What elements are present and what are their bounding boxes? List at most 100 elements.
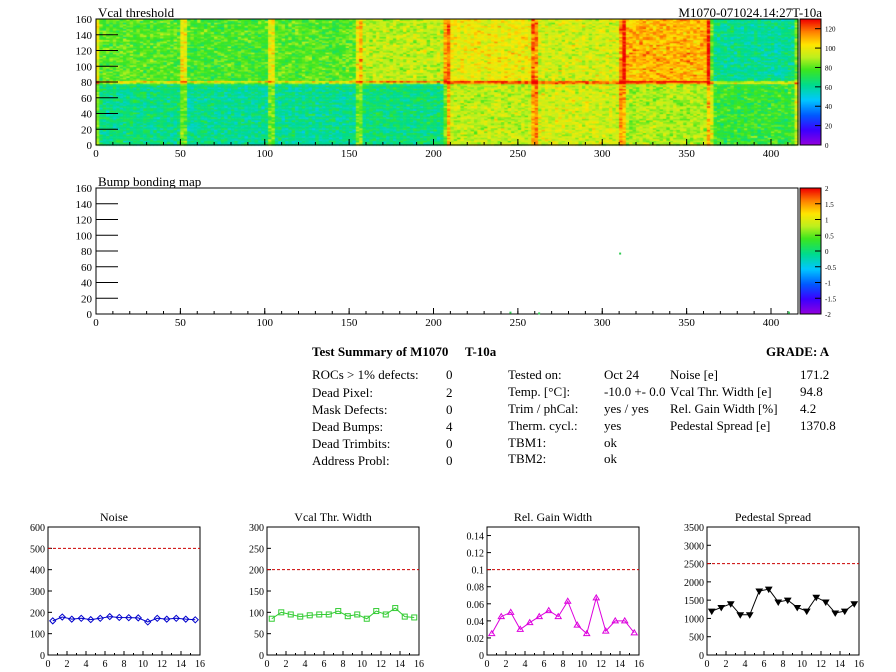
noise-plot-xtick-label: 10 (138, 659, 148, 670)
pedestal-spread-plot-point (745, 612, 754, 619)
condition-value: Oct 24 (604, 367, 640, 382)
bump-map-palette-label: 2 (825, 185, 829, 193)
result-label: Vcal Thr. Width [e] (670, 384, 772, 399)
rel-gain-width-plot-point (592, 593, 601, 601)
threshold-map-frame (95, 18, 799, 146)
pedestal-spread-plot-xtick-label: 16 (854, 659, 864, 670)
condition-value: -10.0 +- 0.0 (604, 384, 666, 399)
bump-map-palette-label: -2 (825, 311, 831, 319)
pedestal-spread-plot-point (831, 610, 840, 617)
rel-gain-width-plot-ytick-label: 0.08 (467, 583, 485, 594)
pedestal-spread-plot-ytick-label: 0 (699, 651, 704, 662)
noise-plot-point (172, 614, 180, 623)
rel-gain-width-plot-point (516, 625, 525, 632)
noise-plot-title: Noise (100, 510, 128, 524)
noise-plot-point (115, 613, 123, 622)
dead-bump-marker (538, 312, 541, 315)
bump-map-xtick-label: 400 (763, 317, 780, 329)
defect-label: Mask Defects: (312, 402, 388, 417)
rel-gain-width-plot-ytick-label: 0.12 (467, 549, 485, 560)
bump-map-palette-label: 0 (825, 248, 829, 256)
defect-label: Dead Trimbits: (312, 436, 391, 451)
bump-map-xtick-label: 150 (341, 317, 358, 329)
condition-label: Therm. cycl.: (508, 418, 578, 433)
noise-plot-series-line (52, 616, 196, 623)
noise-plot-xtick-label: 14 (176, 659, 186, 670)
vcal-thr-width-plot-point (335, 608, 342, 615)
noise-plot-point (49, 617, 57, 625)
vcal-thr-width-plot-ytick-label: 300 (249, 523, 264, 534)
bump-map-ytick-label: 40 (81, 278, 93, 290)
vcal-thr-width-plot-frame (266, 526, 420, 656)
vcal-thr-width-plot-ytick-label: 0 (259, 651, 264, 662)
condition-value: yes / yes (604, 401, 649, 416)
summary-subtitle: T-10a (465, 344, 497, 359)
noise-plot-point (153, 614, 161, 623)
noise-plot-ytick-label: 300 (30, 587, 45, 598)
pedestal-spread-plot-ytick-label: 2500 (684, 560, 704, 571)
threshold-map-xtick-label: 200 (425, 148, 442, 160)
threshold-map-xtick-label: 50 (175, 148, 187, 160)
threshold-map-xtick-label: 0 (93, 148, 99, 160)
noise-plot-xtick-label: 16 (195, 659, 205, 670)
pedestal-spread-plot-point (764, 586, 773, 594)
vcal-thr-width-plot-point (373, 608, 380, 615)
condition-value: yes (604, 418, 622, 433)
summary-title: Test Summary of M1070 (312, 344, 449, 359)
rel-gain-width-plot-xtick-label: 12 (596, 659, 606, 670)
threshold-map-xtick-label: 350 (678, 148, 695, 160)
pedestal-spread-plot-point (717, 604, 726, 612)
noise-plot-ytick-label: 500 (30, 544, 45, 555)
dead-bump-marker (619, 252, 622, 255)
vcal-thr-width-plot-point (325, 611, 332, 618)
noise-plot-ytick-label: 400 (30, 566, 45, 577)
bump-map-ytick-label: 100 (76, 230, 93, 242)
pedestal-spread-plot-frame (706, 526, 860, 656)
threshold-map-xtick-label: 100 (257, 148, 274, 160)
vcal-thr-width-plot-ytick-label: 50 (254, 630, 264, 641)
pedestal-spread-plot-point (755, 588, 764, 595)
pedestal-spread-plot-xtick-label: 10 (797, 659, 807, 670)
pedestal-spread-plot-series-line (711, 588, 855, 616)
threshold-map-xtick-label: 400 (763, 148, 780, 160)
bump-map-ytick-label: 160 (76, 183, 93, 195)
threshold-map-palette-label: 40 (825, 103, 833, 111)
grade-label: GRADE: A (766, 344, 830, 359)
defect-value: 0 (446, 367, 453, 382)
vcal-thr-width-plot-ytick-label: 100 (249, 608, 264, 619)
noise-plot-point (77, 614, 85, 623)
bump-map-palette-label: -1 (825, 280, 831, 288)
vcal-thr-width-plot-xtick-label: 14 (395, 659, 405, 670)
pedestal-spread-plot-ytick-label: 500 (689, 633, 704, 644)
defect-value: 0 (446, 453, 453, 468)
bump-map-ytick-label: 80 (81, 246, 93, 258)
pedestal-spread-plot-point (793, 604, 802, 612)
result-label: Noise [e] (670, 367, 719, 382)
vcal-thr-width-plot-point (382, 611, 389, 618)
bump-map-xtick-label: 50 (175, 317, 187, 329)
noise-plot-ytick-label: 100 (30, 630, 45, 641)
rel-gain-width-plot-ytick-label: 0.04 (467, 617, 485, 628)
vcal-thr-width-plot-point (306, 612, 313, 619)
noise-plot-ytick-label: 200 (30, 608, 45, 619)
rel-gain-width-plot-point (601, 627, 610, 634)
vcal-thr-width-plot-xtick-label: 12 (376, 659, 386, 670)
defect-label: Dead Pixel: (312, 385, 374, 400)
rel-gain-width-plot-xtick-label: 6 (542, 659, 547, 670)
bump-map-ytick-label: 120 (76, 215, 93, 227)
result-label: Rel. Gain Width [%] (670, 401, 778, 416)
rel-gain-width-plot-xtick-label: 8 (561, 659, 566, 670)
rel-gain-width-plot-point (563, 597, 572, 604)
noise-plot-point (134, 614, 142, 622)
vcal-thr-width-plot-point (411, 614, 418, 621)
noise-plot-xtick-label: 6 (103, 659, 108, 670)
pedestal-spread-plot-xtick-label: 12 (816, 659, 826, 670)
pedestal-spread-plot-point (812, 594, 821, 602)
rel-gain-width-plot-point (630, 628, 639, 636)
rel-gain-width-plot-point (506, 608, 515, 615)
rel-gain-width-plot-xtick-label: 16 (634, 659, 644, 670)
rel-gain-width-plot-point (611, 616, 620, 624)
vcal-thr-width-plot-xtick-label: 8 (341, 659, 346, 670)
noise-plot-point (125, 613, 133, 622)
vcal-thr-width-plot-point (278, 609, 285, 616)
